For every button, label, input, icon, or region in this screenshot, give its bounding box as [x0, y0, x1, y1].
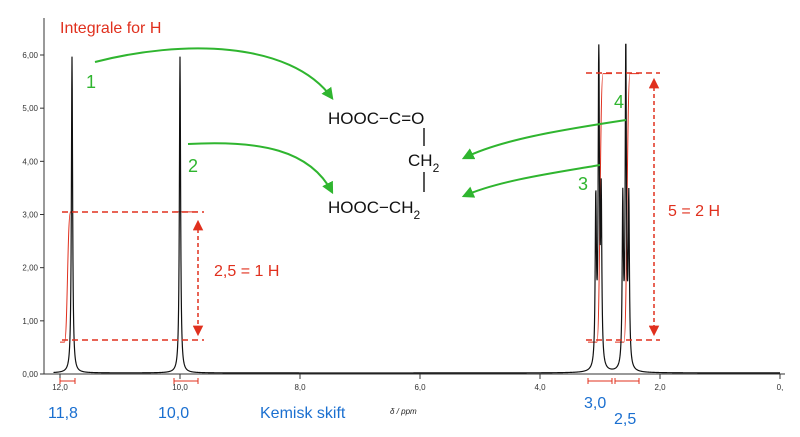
arrow-4 [461, 119, 627, 160]
peak-label-2-5: 2,5 [614, 411, 636, 428]
x-tick-label: 0, [777, 383, 784, 392]
peak-label-3-0: 3,0 [584, 395, 606, 412]
arrow-3 [461, 164, 601, 198]
x-tick-label: 4,0 [534, 383, 546, 392]
peak-label-10-0: 10,0 [158, 405, 189, 422]
label-number-3: 3 [578, 174, 588, 194]
y-tick-label: 0,00 [22, 370, 38, 379]
ratio-left-label: 2,5 = 1 H [214, 263, 279, 280]
molecule-line-3: HOOC−CH2 [328, 198, 420, 222]
x-axis-unit-label: δ / ppm [390, 407, 417, 416]
x-tick-label: 12,0 [52, 383, 68, 392]
arrow-1 [94, 47, 334, 100]
x-tick-label: 6,0 [414, 383, 426, 392]
y-tick-label: 5,00 [22, 104, 38, 113]
y-tick-label: 3,00 [22, 211, 38, 220]
arrow-2 [187, 142, 334, 195]
y-tick-label: 4,00 [22, 157, 38, 166]
y-tick-label: 2,00 [22, 264, 38, 273]
molecule-line-3-sub: 2 [413, 208, 420, 222]
x-tick-label: 2,0 [654, 383, 666, 392]
molecule-ch2-middle-sub: 2 [433, 161, 440, 175]
peak-label-11-8: 11,8 [48, 405, 78, 422]
spectrum-line [53, 43, 780, 374]
y-tick-label: 6,00 [22, 51, 38, 60]
molecule-line-3-main: HOOC−CH [328, 198, 413, 217]
x-tick-label: 8,0 [294, 383, 306, 392]
y-tick-label: 1,00 [22, 317, 38, 326]
label-number-4: 4 [614, 92, 624, 112]
label-number-1: 1 [86, 72, 96, 92]
chart-title: Integrale for H [60, 20, 161, 37]
label-number-2: 2 [188, 156, 198, 176]
molecule-ch2-middle-ch: CH [408, 151, 433, 170]
x-tick-label: 10,0 [172, 383, 188, 392]
molecule-ch2-middle: CH2 [408, 151, 440, 175]
molecule-line-1: HOOC−C=O [328, 109, 424, 128]
ratio-right-label: 5 = 2 H [668, 203, 720, 220]
x-axis-custom-label: Kemisk skift [260, 405, 346, 422]
